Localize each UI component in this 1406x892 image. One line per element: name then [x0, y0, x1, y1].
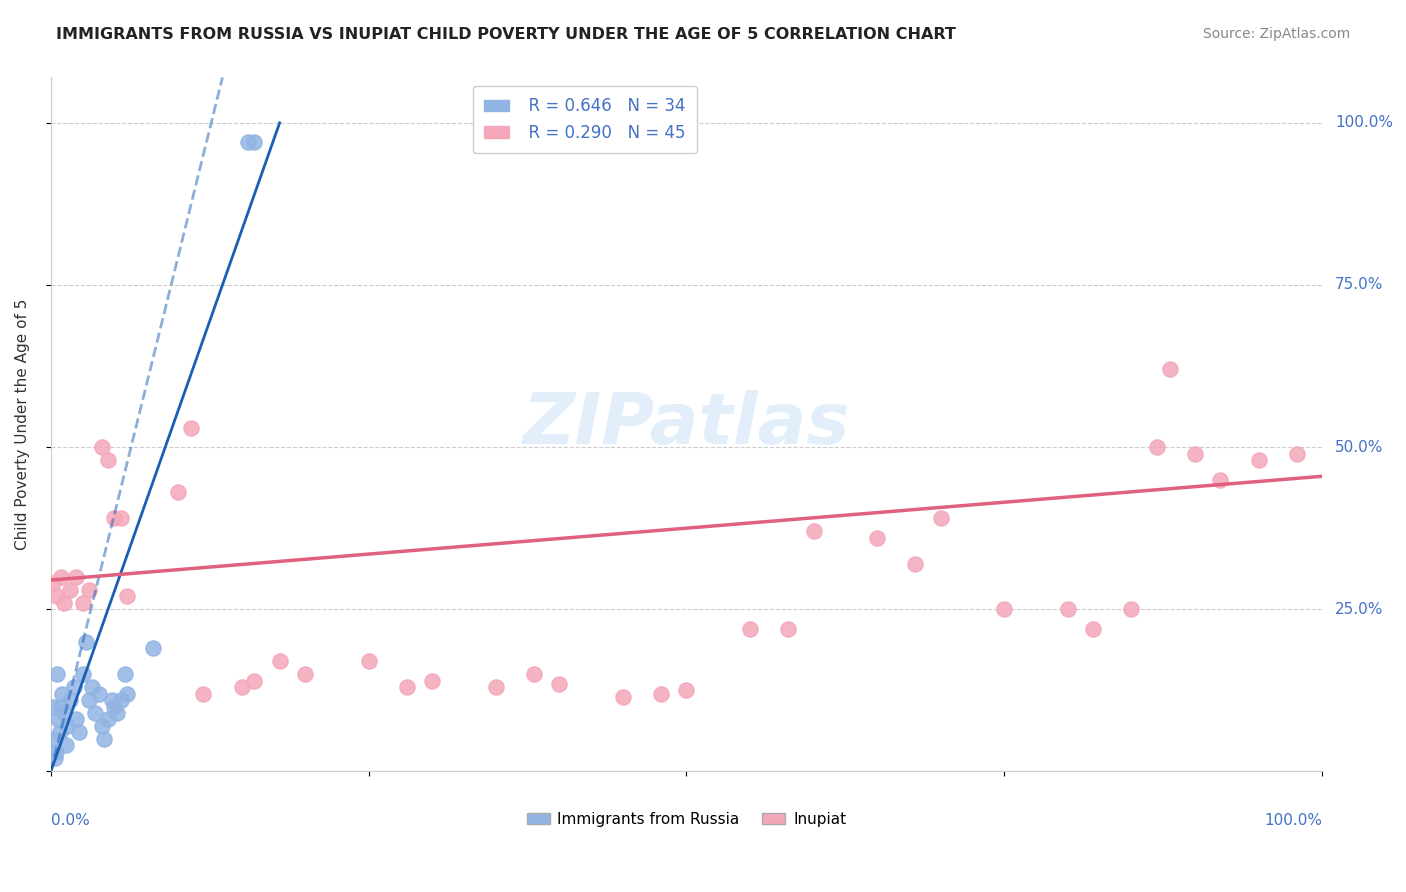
- Point: [89, 687, 111, 701]
- Point: [1056, 602, 1078, 616]
- Point: [485, 680, 508, 694]
- Point: [1209, 473, 1232, 487]
- Point: [103, 511, 125, 525]
- Text: ZIPatlas: ZIPatlas: [523, 390, 851, 458]
- Point: [41, 731, 63, 746]
- Point: [778, 622, 800, 636]
- Point: [231, 680, 253, 694]
- Point: [269, 654, 291, 668]
- Point: [52, 706, 75, 720]
- Point: [675, 683, 697, 698]
- Point: [49, 570, 72, 584]
- Point: [65, 713, 87, 727]
- Point: [101, 693, 124, 707]
- Point: [236, 136, 259, 150]
- Text: 50.0%: 50.0%: [1334, 440, 1384, 455]
- Text: 100.0%: 100.0%: [1264, 813, 1322, 828]
- Point: [243, 673, 266, 688]
- Point: [90, 719, 112, 733]
- Legend: Immigrants from Russia, Inupiat: Immigrants from Russia, Inupiat: [520, 805, 852, 833]
- Point: [42, 576, 65, 591]
- Point: [45, 745, 67, 759]
- Point: [67, 725, 90, 739]
- Point: [420, 673, 443, 688]
- Point: [548, 677, 571, 691]
- Point: [84, 706, 107, 720]
- Point: [62, 680, 84, 694]
- Point: [49, 699, 72, 714]
- Point: [42, 699, 65, 714]
- Point: [1285, 446, 1308, 460]
- Point: [97, 453, 120, 467]
- Point: [52, 596, 75, 610]
- Point: [738, 622, 761, 636]
- Point: [1159, 362, 1181, 376]
- Text: Source: ZipAtlas.com: Source: ZipAtlas.com: [1202, 27, 1350, 41]
- Text: 100.0%: 100.0%: [1334, 115, 1393, 130]
- Point: [803, 524, 825, 539]
- Text: 75.0%: 75.0%: [1334, 277, 1384, 293]
- Point: [51, 687, 73, 701]
- Point: [59, 582, 82, 597]
- Point: [114, 667, 136, 681]
- Point: [904, 557, 927, 571]
- Y-axis label: Child Poverty Under the Age of 5: Child Poverty Under the Age of 5: [15, 299, 30, 550]
- Point: [294, 667, 316, 681]
- Point: [65, 570, 87, 584]
- Point: [72, 596, 94, 610]
- Point: [46, 667, 69, 681]
- Point: [357, 654, 380, 668]
- Point: [115, 687, 138, 701]
- Text: 0.0%: 0.0%: [51, 813, 90, 828]
- Point: [993, 602, 1015, 616]
- Point: [929, 511, 952, 525]
- Point: [75, 634, 97, 648]
- Point: [77, 582, 100, 597]
- Point: [866, 531, 889, 545]
- Point: [1247, 453, 1270, 467]
- Point: [193, 687, 215, 701]
- Point: [55, 739, 77, 753]
- Point: [1184, 446, 1206, 460]
- Point: [93, 731, 115, 746]
- Point: [77, 693, 100, 707]
- Point: [1121, 602, 1143, 616]
- Point: [46, 589, 69, 603]
- Point: [167, 485, 190, 500]
- Point: [90, 440, 112, 454]
- Point: [523, 667, 546, 681]
- Text: IMMIGRANTS FROM RUSSIA VS INUPIAT CHILD POVERTY UNDER THE AGE OF 5 CORRELATION C: IMMIGRANTS FROM RUSSIA VS INUPIAT CHILD …: [56, 27, 956, 42]
- Point: [141, 641, 163, 656]
- Point: [80, 680, 103, 694]
- Point: [180, 420, 202, 434]
- Point: [48, 713, 70, 727]
- Point: [56, 719, 79, 733]
- Point: [59, 693, 82, 707]
- Point: [1146, 440, 1168, 454]
- Point: [105, 706, 128, 720]
- Point: [103, 699, 125, 714]
- Point: [650, 687, 672, 701]
- Point: [72, 667, 94, 681]
- Point: [1083, 622, 1105, 636]
- Point: [115, 589, 138, 603]
- Point: [110, 511, 132, 525]
- Text: 25.0%: 25.0%: [1334, 602, 1384, 616]
- Point: [97, 713, 120, 727]
- Point: [44, 751, 66, 765]
- Point: [48, 725, 70, 739]
- Point: [395, 680, 418, 694]
- Point: [110, 693, 132, 707]
- Point: [612, 690, 634, 704]
- Point: [243, 136, 266, 150]
